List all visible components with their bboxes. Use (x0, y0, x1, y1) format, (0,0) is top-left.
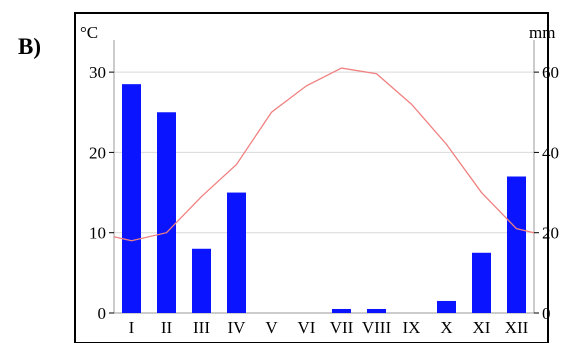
left-tick-label: 20 (89, 143, 106, 162)
left-tick-label: 10 (89, 224, 106, 243)
x-tick-label: VII (330, 318, 354, 337)
gridlines (114, 71, 534, 234)
precipitation-bar (192, 248, 211, 313)
precipitation-bar (157, 112, 176, 313)
left-tick-label: 30 (89, 63, 106, 82)
x-tick-label: VI (298, 318, 316, 337)
x-tick-label: XI (473, 318, 491, 337)
precipitation-bar (472, 252, 491, 313)
x-tick-label: X (440, 318, 452, 337)
precipitation-bar (437, 300, 456, 313)
precipitation-bar (332, 308, 351, 313)
plot-frame (74, 12, 549, 343)
temperature-line (113, 67, 535, 242)
x-tick-label: IV (228, 318, 247, 337)
right-axis-unit: mm (529, 23, 555, 42)
x-tick-label: VIII (362, 318, 392, 337)
left-axis-unit: °C (80, 23, 98, 42)
x-tick-label: IX (403, 318, 421, 337)
x-tick-label: V (265, 318, 278, 337)
right-tick-label: 40 (542, 143, 559, 162)
x-tick-label: XII (505, 318, 529, 337)
right-tick-label: 20 (542, 224, 559, 243)
precipitation-bar (367, 308, 386, 313)
x-tick-label: II (161, 318, 173, 337)
right-axis-ticks: 0 20 40 60 (534, 63, 559, 323)
precipitation-bar (507, 176, 526, 313)
x-axis-labels: I II III IV V VI VII VIII IX X XI XII (129, 318, 529, 337)
right-tick-label: 60 (542, 63, 559, 82)
x-tick-label: III (193, 318, 210, 337)
precipitation-bars (122, 84, 526, 313)
left-axis-ticks: 0 10 20 30 (89, 63, 114, 323)
precipitation-bar (227, 192, 246, 313)
panel-label: B) (18, 34, 41, 59)
left-tick-label: 0 (98, 304, 107, 323)
precipitation-bar (122, 84, 141, 313)
right-tick-label: 0 (542, 304, 551, 323)
x-tick-label: I (129, 318, 135, 337)
